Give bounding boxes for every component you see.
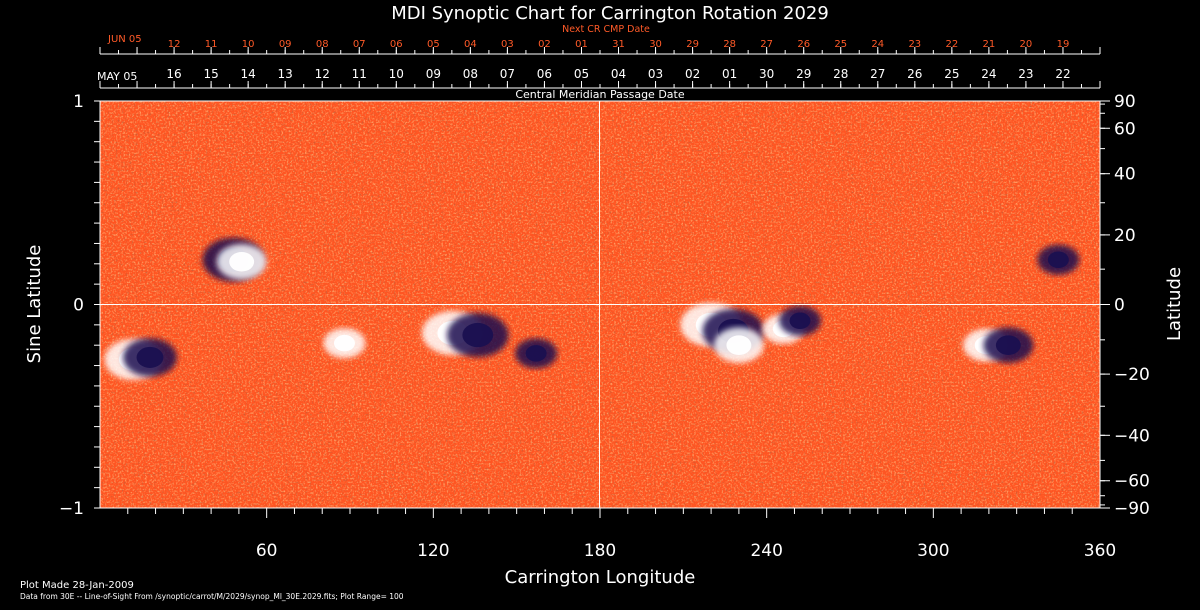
- cmp-date-label: 15: [203, 67, 218, 81]
- y-tick-label: 0: [73, 296, 84, 316]
- plot-made-label: Plot Made 28-Jan-2009: [20, 580, 134, 591]
- y-axis-label: Sine Latitude: [24, 245, 45, 364]
- data-source-label: Data from 30E -- Line-of-Sight From /syn…: [20, 592, 404, 601]
- cmp-date-label: 04: [611, 67, 626, 81]
- next-cr-date-label: 06: [390, 39, 403, 50]
- latitude-tick-label: 90: [1114, 92, 1136, 112]
- next-cr-date-label: 02: [538, 39, 551, 50]
- next-cr-date-label: 10: [242, 39, 255, 50]
- next-cr-date-label: 21: [983, 39, 996, 50]
- latitude-tick-label: 20: [1114, 226, 1136, 246]
- y-axis: 1 0 −1: [59, 92, 100, 519]
- cmp-date-label: 16: [166, 67, 181, 81]
- cmp-date-label: 05: [574, 67, 589, 81]
- cmp-date-label: 01: [722, 67, 737, 81]
- active-region-core-positive: [726, 335, 752, 355]
- cmp-date-label: 25: [944, 67, 959, 81]
- latitude-tick-label: −90: [1114, 499, 1150, 519]
- next-cr-date-label: 09: [279, 39, 292, 50]
- next-cr-date-label: 08: [316, 39, 329, 50]
- cmp-start-label: MAY 05: [97, 70, 137, 83]
- y-tick-label: 1: [73, 92, 84, 112]
- x-tick-label: 360: [1084, 541, 1116, 561]
- next-cr-date-scale: 12 11 10 09 08 07 06 05 04 03 02 01 31 30 29 28 27 26 25 24…: [99, 39, 1101, 55]
- next-cr-date-label: 04: [464, 39, 477, 50]
- next-cr-date-label: 19: [1057, 39, 1070, 50]
- next-cr-title: Next CR CMP Date: [562, 24, 650, 35]
- next-cr-date-label: 27: [760, 39, 773, 50]
- cmp-date-label: 22: [1055, 67, 1070, 81]
- active-region-core-negative: [995, 335, 1021, 355]
- chart-title: MDI Synoptic Chart for Carrington Rotati…: [391, 3, 829, 24]
- next-cr-date-label: 31: [612, 39, 625, 50]
- cmp-axis-label: Central Meridian Passage Date: [515, 88, 684, 101]
- cmp-date-label: 27: [870, 67, 885, 81]
- latitude-tick-label: −40: [1114, 426, 1150, 446]
- x-tick-label: 180: [584, 541, 616, 561]
- active-region-core-negative: [789, 312, 811, 330]
- next-cr-date-label: 26: [797, 39, 810, 50]
- cmp-date-label: 09: [426, 67, 441, 81]
- cmp-date-label: 11: [352, 67, 367, 81]
- latitude-axis: 90 60 40 20 0 −20 −40 −60 −90: [1100, 92, 1150, 519]
- next-cr-date-label: 30: [649, 39, 662, 50]
- active-region-core-positive: [333, 334, 355, 352]
- x-axis: 60 120 180 240 300 360: [127, 508, 1116, 561]
- cmp-date-scale: 16 15 14 13 12 11 10 09 08 07 06 05 04 03 02 01 30 29 28 27…: [99, 67, 1101, 89]
- cmp-date-label: 26: [907, 67, 922, 81]
- cmp-date-label: 08: [463, 67, 478, 81]
- next-cr-date-label: 29: [686, 39, 699, 50]
- cmp-date-label: 13: [278, 67, 293, 81]
- next-cr-date-label: 22: [945, 39, 958, 50]
- next-cr-date-label: 01: [575, 39, 588, 50]
- latitude-tick-label: −60: [1114, 472, 1150, 492]
- x-tick-label: 300: [917, 541, 949, 561]
- cmp-date-label: 14: [241, 67, 256, 81]
- cmp-date-label: 12: [315, 67, 330, 81]
- cmp-date-label: 06: [537, 67, 552, 81]
- latitude-axis-label: Latitude: [1164, 267, 1185, 341]
- latitude-tick-label: 40: [1114, 165, 1136, 185]
- next-cr-date-label: 24: [871, 39, 884, 50]
- next-cr-date-label: 12: [168, 39, 181, 50]
- x-tick-label: 120: [417, 541, 449, 561]
- active-region-core-positive: [229, 251, 255, 272]
- latitude-tick-label: 0: [1114, 296, 1125, 316]
- cmp-date-label: 28: [833, 67, 848, 81]
- cmp-date-label: 23: [1018, 67, 1033, 81]
- next-cr-date-label: 20: [1020, 39, 1033, 50]
- y-tick-label: −1: [59, 499, 84, 519]
- next-cr-date-label: 03: [501, 39, 514, 50]
- active-region-core-negative: [462, 322, 494, 348]
- next-cr-start-label: JUN 05: [107, 34, 142, 45]
- latitude-tick-label: −20: [1114, 365, 1150, 385]
- next-cr-date-label: 28: [723, 39, 736, 50]
- active-region-core-negative: [525, 345, 547, 362]
- active-region-core-negative: [1047, 251, 1069, 268]
- next-cr-date-label: 05: [427, 39, 440, 50]
- next-cr-date-label: 07: [353, 39, 366, 50]
- x-tick-label: 60: [256, 541, 278, 561]
- x-tick-label: 240: [750, 541, 782, 561]
- cmp-date-label: 07: [500, 67, 515, 81]
- cmp-date-label: 03: [648, 67, 663, 81]
- cmp-date-label: 29: [796, 67, 811, 81]
- next-cr-date-label: 25: [834, 39, 847, 50]
- cmp-date-label: 10: [389, 67, 404, 81]
- active-region-core-negative: [136, 346, 164, 368]
- latitude-tick-label: 60: [1114, 119, 1136, 139]
- cmp-date-label: 02: [685, 67, 700, 81]
- x-axis-label: Carrington Longitude: [505, 567, 696, 588]
- cmp-date-label: 24: [981, 67, 996, 81]
- next-cr-date-label: 23: [908, 39, 921, 50]
- cmp-date-label: 30: [759, 67, 774, 81]
- next-cr-date-label: 11: [205, 39, 218, 50]
